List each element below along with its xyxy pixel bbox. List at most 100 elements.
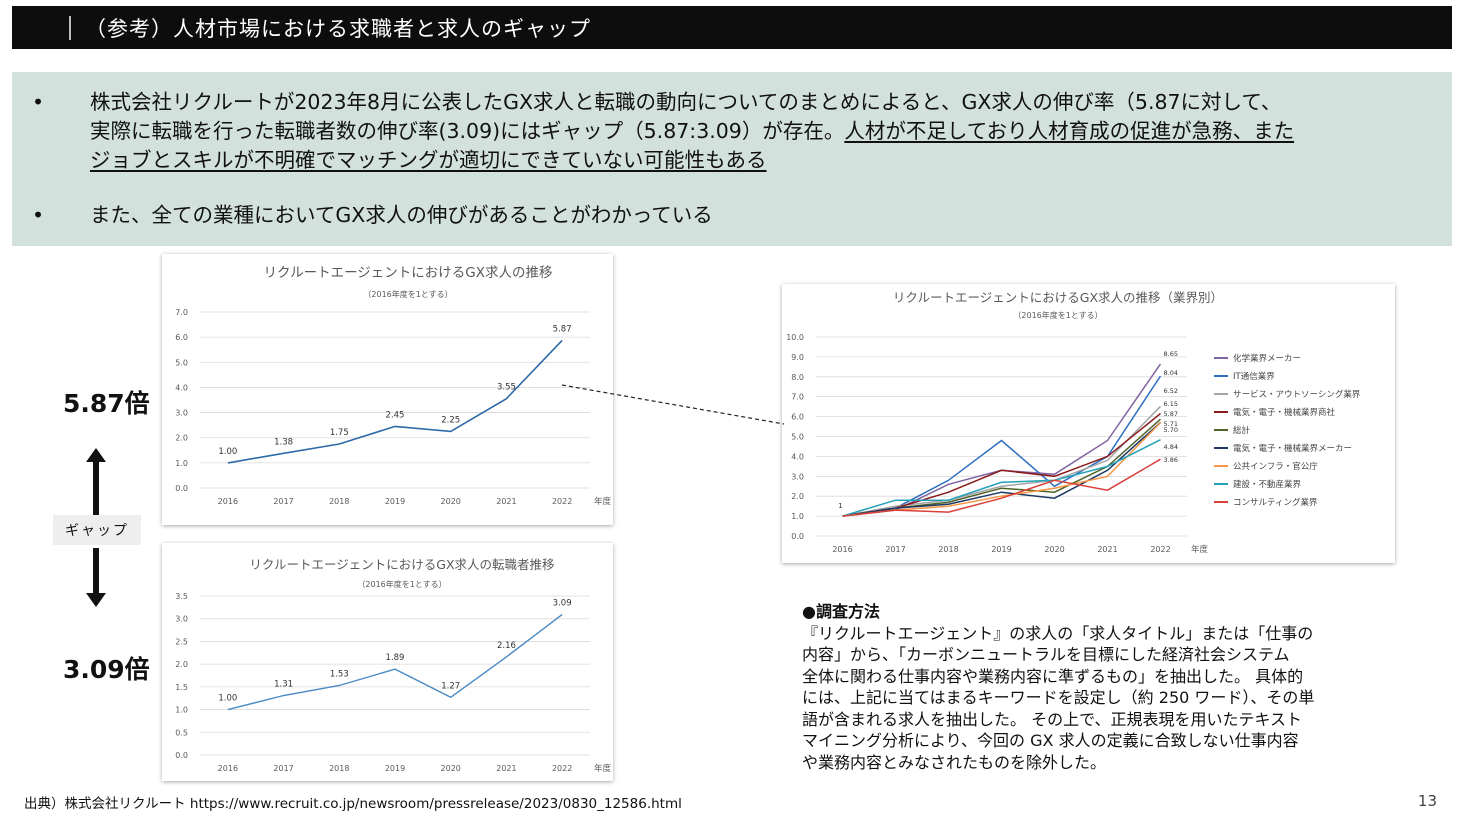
y-tick-label: 1.0	[175, 459, 188, 468]
x-axis-label: 年度	[594, 496, 612, 507]
arrow-up-icon	[86, 448, 106, 462]
series-start-label: 1	[838, 502, 842, 510]
method-heading: ●調査方法	[802, 602, 880, 621]
bullet-dot: •	[32, 90, 45, 114]
top-value: 5.87倍	[63, 389, 150, 418]
x-tick-label: 2021	[496, 764, 516, 773]
legend-item: コンサルティング業界	[1233, 497, 1318, 508]
y-tick-label: 4.0	[791, 452, 804, 461]
x-tick-label: 2018	[329, 497, 349, 506]
chart-subtitle: （2016年度を1とする）	[1013, 310, 1102, 320]
bullet-dot: •	[32, 203, 45, 227]
y-tick-label: 7.0	[175, 308, 188, 317]
gx-job-industry-chart: リクルートエージェントにおけるGX求人の推移（業界別） （2016年度を1とする）…	[782, 284, 1395, 563]
chart-connector	[561, 384, 785, 425]
y-tick-label: 2.0	[175, 434, 188, 443]
x-tick-label: 2018	[329, 764, 349, 773]
x-tick-label: 2019	[991, 545, 1011, 554]
y-tick-label: 7.0	[791, 393, 804, 402]
x-tick-label: 2022	[552, 764, 572, 773]
chart-subtitle: （2016年度を1とする）	[363, 289, 452, 299]
y-tick-label: 3.0	[175, 409, 188, 418]
data-label: 3.09	[553, 599, 572, 609]
data-label: 2.45	[386, 410, 405, 420]
method-line-7: や業務内容とみなされたものを除外した。	[802, 752, 1107, 772]
data-label: 1.75	[330, 428, 349, 438]
method-line-2: 内容」から、「カーボンニュートラルを目標にした経済社会システム	[802, 645, 1290, 664]
legend-item: サービス・アウトソーシング業界	[1233, 389, 1361, 400]
bullet-1-line-1: 株式会社リクルートが2023年8月に公表したGX求人と転職の動向についてのまとめ…	[90, 90, 1282, 114]
chart-title: リクルートエージェントにおけるGX求人の転職者推移	[249, 557, 554, 572]
bullet-2-text: また、全ての業種においてGX求人の伸びがあることがわかっている	[90, 203, 713, 227]
series-line	[842, 458, 1161, 517]
bullet-1-line-2: 実際に転職を行った転職者数の伸び率(3.09)にはギャップ（5.87:3.09）…	[90, 117, 1432, 146]
y-tick-label: 1.0	[175, 706, 188, 715]
arrow-lower-shaft	[93, 548, 99, 594]
y-tick-label: 0.0	[791, 532, 804, 541]
y-tick-label: 0.0	[175, 751, 188, 760]
source-citation: 出典）株式会社リクルート https://www.recruit.co.jp/n…	[24, 796, 682, 812]
y-tick-label: 1.0	[791, 512, 804, 521]
data-label: 1.53	[330, 669, 349, 679]
data-label: 2.25	[441, 415, 460, 425]
gx-job-trend-svg: リクルートエージェントにおけるGX求人の推移 （2016年度を1とする） 0.0 1.…	[175, 265, 612, 507]
x-tick-label: 2022	[552, 497, 572, 506]
y-tick-label: 2.0	[791, 492, 804, 501]
method-line-3: 全体に関わる仕事内容や業務内容に準ずるもの」を抽出した。 具体的	[802, 666, 1304, 686]
series-line	[227, 614, 563, 711]
title-accent-bar	[69, 15, 71, 40]
series-end-label: 5.71	[1164, 420, 1178, 428]
series-end-label: 8.65	[1164, 350, 1178, 358]
series-end-label: 6.15	[1164, 400, 1178, 408]
gx-job-trend-chart: リクルートエージェントにおけるGX求人の推移 （2016年度を1とする） 0.0 1.…	[162, 254, 613, 525]
y-tick-label: 10.0	[786, 333, 804, 342]
y-tick-label: 5.0	[791, 433, 804, 442]
y-tick-label: 8.0	[791, 373, 804, 382]
title-bar: （参考）人材市場における求職者と求人のギャップ	[12, 6, 1452, 49]
y-tick-label: 6.0	[791, 413, 804, 422]
connector-dashed-line	[561, 384, 785, 425]
x-tick-label: 2017	[273, 497, 293, 506]
method-line-1: 『リクルートエージェント』の求人の「求人タイトル」または「仕事の	[802, 623, 1314, 643]
data-label: 1.38	[274, 437, 293, 447]
x-tick-label: 2020	[1044, 545, 1064, 554]
data-label: 1.89	[386, 653, 405, 663]
gap-arrow	[86, 448, 106, 607]
chart-subtitle: （2016年度を1とする）	[357, 579, 446, 589]
arrow-down-icon	[86, 593, 106, 607]
y-tick-label: 3.0	[791, 472, 804, 481]
bullet-1-line-3-underline: ジョブとスキルが不明確でマッチングが適切にできていない可能性もある	[90, 148, 767, 172]
y-tick-label: 9.0	[791, 353, 804, 362]
series-end-label: 6.52	[1164, 387, 1178, 395]
method-line-5: 語が含まれる求人を抽出した。 その上で、正規表現を用いたテキスト	[802, 709, 1302, 729]
x-tick-label: 2020	[441, 764, 461, 773]
x-tick-label: 2019	[385, 764, 405, 773]
x-tick-label: 2017	[885, 545, 905, 554]
y-tick-label: 3.0	[175, 615, 188, 624]
data-label: 5.87	[553, 324, 572, 334]
legend-item: 電気・電子・機械業界メーカー	[1233, 443, 1352, 454]
y-tick-label: 0.5	[175, 728, 188, 737]
legend-item: 総計	[1233, 425, 1251, 436]
legend-item: IT通信業界	[1233, 371, 1275, 382]
x-tick-label: 2016	[218, 497, 238, 506]
survey-method: ●調査方法 『リクルートエージェント』の求人の「求人タイトル」または「仕事の 内…	[802, 601, 1382, 773]
series-end-label: 5.87	[1164, 410, 1178, 418]
bottom-value: 3.09倍	[63, 655, 150, 684]
arrow-upper-shaft	[93, 462, 99, 518]
y-tick-label: 2.0	[175, 660, 188, 669]
series-line	[842, 439, 1161, 517]
y-tick-label: 2.5	[175, 637, 188, 646]
x-tick-label: 2021	[496, 497, 516, 506]
data-label: 3.55	[497, 383, 516, 393]
x-tick-label: 2016	[218, 764, 238, 773]
y-tick-label: 6.0	[175, 333, 188, 342]
y-tick-label: 4.0	[175, 383, 188, 392]
legend-item: 電気・電子・機械業界商社	[1233, 407, 1336, 418]
series-line	[842, 421, 1162, 517]
x-tick-label: 2022	[1150, 545, 1170, 554]
gx-job-industry-svg: リクルートエージェントにおけるGX求人の推移（業界別） （2016年度を1とする）…	[786, 290, 1361, 555]
y-tick-label: 3.5	[175, 592, 188, 601]
chart-title: リクルートエージェントにおけるGX求人の推移（業界別）	[893, 290, 1223, 305]
x-tick-label: 2018	[938, 545, 958, 554]
